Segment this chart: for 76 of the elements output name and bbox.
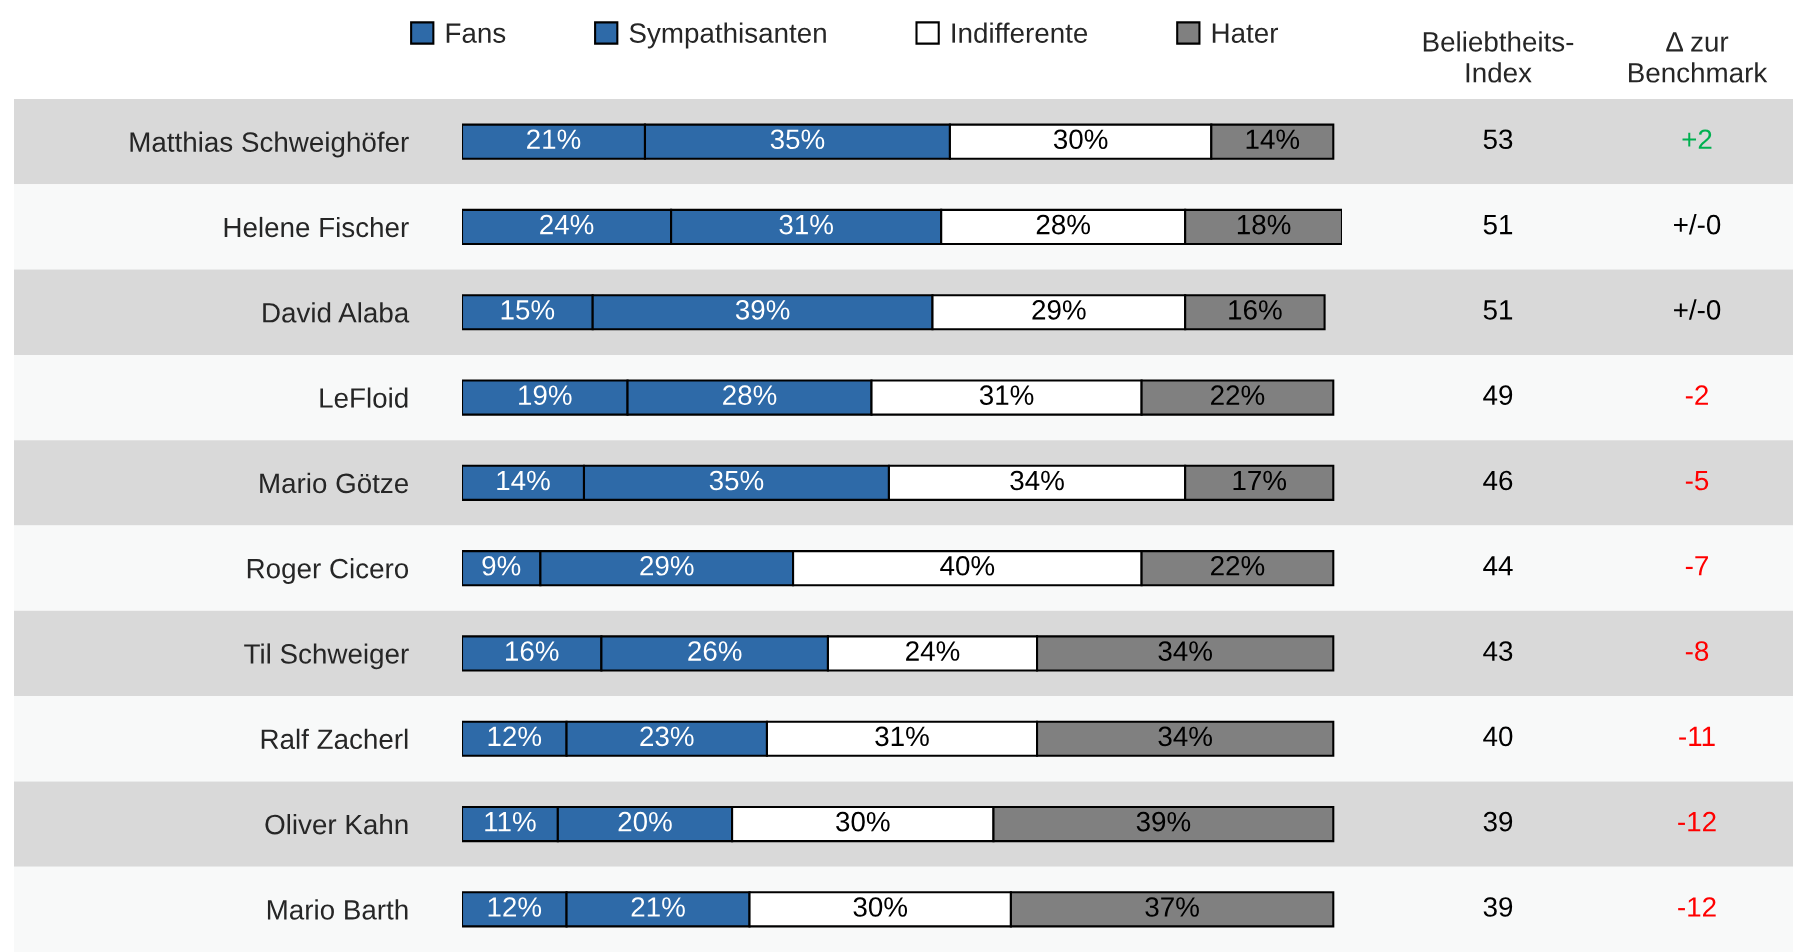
data-label: 51: [1483, 215, 1513, 235]
data-label: 12%: [488, 897, 542, 917]
data-label: +/-0: [1674, 299, 1721, 320]
data-label: -7: [1685, 556, 1708, 576]
data-label: 12%: [488, 726, 542, 747]
data-label: 22%: [1211, 555, 1265, 576]
data-label: 49: [1483, 385, 1513, 406]
y-tick-label: Helene Fischer: [224, 216, 409, 238]
data-label: 43: [1483, 641, 1513, 661]
data-label: -2: [1685, 385, 1708, 405]
data-label: -11: [1679, 726, 1715, 746]
data-label: 22%: [1211, 385, 1265, 405]
data-label: 39%: [735, 300, 790, 320]
legend-label: Fans: [446, 23, 506, 43]
data-label: 9%: [482, 555, 521, 576]
data-label: 31%: [979, 385, 1034, 406]
data-label: 46: [1483, 470, 1513, 491]
data-label: 53: [1483, 129, 1513, 150]
data-label: 40%: [940, 555, 995, 576]
data-label: 26%: [688, 641, 742, 661]
y-tick-label: Mario Barth: [267, 899, 408, 920]
data-label: 31%: [875, 726, 929, 747]
data-label: 11%: [485, 811, 536, 832]
data-label: 34%: [1158, 726, 1212, 747]
data-label: 29%: [640, 555, 694, 576]
y-tick-label: Matthias Schweighöfer: [130, 131, 409, 158]
data-label: 23%: [640, 726, 694, 747]
data-label: 31%: [779, 214, 833, 235]
data-label: 14%: [497, 470, 550, 491]
data-label: -5: [1685, 470, 1709, 491]
data-label: -12: [1678, 811, 1716, 832]
data-label: 19%: [519, 385, 572, 406]
data-label: 24%: [906, 641, 960, 661]
y-tick-label: Til Schweiger: [244, 643, 409, 670]
data-label: 20%: [618, 811, 672, 832]
data-label: 39: [1483, 897, 1513, 917]
data-label: 18%: [1237, 214, 1291, 235]
data-label: 29%: [1032, 300, 1086, 320]
legend-label: Indifferente: [952, 22, 1088, 43]
data-label: 17%: [1233, 470, 1287, 491]
data-label: 35%: [770, 129, 825, 150]
data-label: 14%: [1246, 129, 1300, 149]
data-label: 34%: [1158, 641, 1212, 661]
y-tick-label: David Alaba: [263, 302, 410, 323]
data-label: -12: [1678, 897, 1716, 917]
data-label: 37%: [1145, 897, 1199, 917]
text: Δ zur Benchmark: [1629, 32, 1768, 83]
y-tick-label: Roger Cicero: [247, 558, 409, 584]
data-label: 51: [1483, 300, 1513, 320]
y-tick-label: Oliver Kahn: [265, 813, 408, 835]
data-label: -8: [1685, 641, 1709, 661]
data-label: 34%: [1010, 470, 1064, 491]
y-tick-label: LeFloid: [320, 387, 408, 408]
data-label: 35%: [709, 470, 764, 491]
y-tick-label: Ralf Zacherl: [261, 728, 408, 750]
data-label: 28%: [723, 385, 777, 406]
data-label: 21%: [527, 129, 581, 149]
data-label: 15%: [501, 300, 555, 320]
data-label: +/-0: [1674, 214, 1721, 235]
data-label: 39: [1483, 811, 1513, 832]
y-tick-label: Mario Götze: [260, 472, 408, 494]
data-label: 40: [1483, 726, 1513, 747]
data-label: 39%: [1136, 811, 1191, 832]
data-label: 28%: [1036, 214, 1090, 235]
data-label: 16%: [1229, 300, 1282, 320]
data-label: 30%: [853, 897, 908, 917]
data-label: 21%: [631, 897, 685, 917]
data-label: 30%: [836, 811, 890, 832]
text: Beliebtheits- Index: [1423, 31, 1574, 83]
data-label: 24%: [540, 214, 594, 235]
data-label: 16%: [506, 641, 559, 661]
data-label: +2: [1682, 129, 1712, 149]
data-label: 44: [1483, 556, 1513, 576]
data-label: 30%: [1053, 129, 1108, 150]
legend-label: Sympathisanten: [629, 22, 826, 49]
legend-label: Hater: [1212, 23, 1279, 43]
